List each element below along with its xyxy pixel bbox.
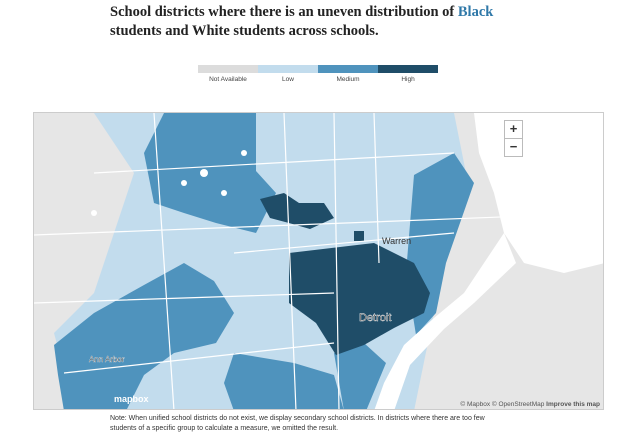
- legend-swatch: [198, 65, 258, 73]
- high-region: [354, 231, 364, 241]
- legend-item: Medium: [318, 65, 378, 83]
- title-line: students and White students across schoo…: [110, 22, 493, 41]
- legend-swatch: [318, 65, 378, 73]
- legend-item: Not Available: [198, 65, 258, 83]
- improve-link[interactable]: Improve this map: [546, 401, 600, 408]
- title-text: students and White students across schoo…: [110, 23, 379, 39]
- high-region: [289, 243, 430, 355]
- title-highlight: Black: [457, 4, 494, 20]
- legend-label: Not Available: [209, 76, 247, 83]
- note-line: students of a specific group to calculat…: [110, 425, 339, 432]
- medium-region: [144, 113, 276, 233]
- attribution: © Mapbox © OpenStreetMap Improve this ma…: [460, 400, 600, 408]
- roads: [34, 113, 603, 409]
- zoom-in[interactable]: +: [504, 120, 523, 139]
- attribution-text: © Mapbox © OpenStreetMap: [460, 400, 544, 408]
- legend-item: Low: [258, 65, 318, 83]
- high-region: [260, 193, 334, 229]
- note: Note: When unified school districts do n…: [110, 414, 485, 434]
- title-line: School districts where there is an uneve…: [110, 3, 493, 22]
- title: School districts where there is an uneve…: [110, 3, 493, 41]
- place-label: Ann Arbor: [89, 355, 125, 364]
- title-text: School districts where there is an uneve…: [110, 4, 458, 20]
- map-canvas: Warren Detroit Ann Arbor mapbox © Mapbox…: [34, 113, 603, 409]
- lakes: [91, 150, 247, 216]
- medium-region: [334, 343, 386, 409]
- legend-item: High: [378, 65, 438, 83]
- legend-label: Low: [282, 76, 294, 83]
- legend-swatch: [378, 65, 438, 73]
- map-logo: mapbox: [114, 394, 149, 404]
- legend-swatch: [258, 65, 318, 73]
- map[interactable]: Warren Detroit Ann Arbor mapbox © Mapbox…: [33, 112, 604, 410]
- medium-region: [224, 353, 344, 409]
- legend-label: Medium: [336, 76, 360, 83]
- medium-region: [54, 263, 234, 409]
- place-label: Detroit: [359, 312, 391, 324]
- zoom-out[interactable]: −: [504, 138, 523, 157]
- water: [374, 113, 603, 409]
- place-label: Warren: [382, 236, 411, 246]
- legend: Not Available Low Medium High: [198, 65, 438, 83]
- legend-label: High: [401, 76, 415, 83]
- note-line: Note: When unified school districts do n…: [110, 415, 485, 422]
